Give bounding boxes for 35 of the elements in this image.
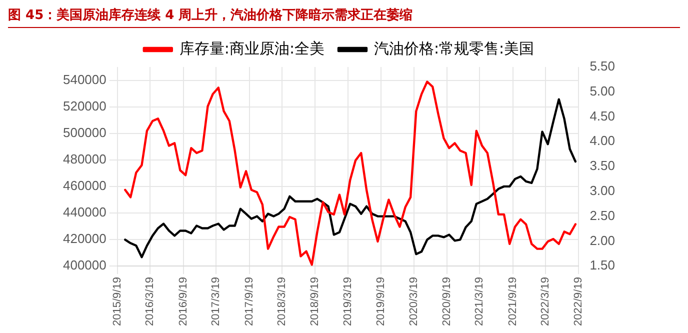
x-tick-label: 2016/3/19 bbox=[144, 277, 156, 326]
x-tick-label: 2021/9/19 bbox=[506, 277, 519, 326]
y-tick-label: 440000 bbox=[62, 204, 106, 220]
y2-tick-label: 5.50 bbox=[590, 58, 616, 74]
y-tick-label: 500000 bbox=[62, 124, 106, 140]
x-tick-label: 2018/3/19 bbox=[276, 277, 288, 326]
y-tick-label: 540000 bbox=[62, 72, 106, 87]
y2-tick-label: 4.00 bbox=[590, 133, 616, 148]
chart-title: 图 45：美国原油库存连续 4 周上升，汽油价格下降暗示需求正在萎缩 bbox=[8, 6, 680, 28]
x-tick-label: 2019/3/19 bbox=[342, 277, 354, 326]
y2-tick-label: 4.50 bbox=[590, 108, 616, 124]
y2-tick-label: 2.00 bbox=[590, 232, 616, 248]
y2-tick-label: 2.50 bbox=[590, 208, 616, 223]
x-tick-label: 2019/9/19 bbox=[374, 277, 387, 326]
y-tick-label: 460000 bbox=[62, 178, 106, 194]
x-tick-label: 2021/3/19 bbox=[474, 277, 486, 326]
x-tick-label: 2016/9/19 bbox=[177, 277, 190, 326]
y2-tick-label: 5.00 bbox=[590, 83, 616, 98]
x-tick-label: 2022/3/19 bbox=[540, 277, 552, 326]
y2-tick-label: 3.00 bbox=[590, 182, 616, 198]
x-tick-label: 2020/3/19 bbox=[408, 277, 420, 326]
legend-label: 汽油价格:常规零售:美国 bbox=[374, 39, 534, 58]
x-tick-label: 2018/9/19 bbox=[309, 277, 322, 326]
y2-tick-label: 3.50 bbox=[590, 158, 616, 174]
y-tick-label: 480000 bbox=[62, 151, 106, 166]
x-tick-label: 2015/9/19 bbox=[111, 277, 124, 326]
x-tick-label: 2022/9/19 bbox=[572, 277, 585, 326]
legend-label: 库存量:商业原油:全美 bbox=[179, 39, 324, 58]
x-tick-label: 2017/9/19 bbox=[243, 277, 256, 326]
x-tick-label: 2017/3/19 bbox=[210, 277, 222, 326]
y2-tick-label: 1.50 bbox=[590, 258, 616, 273]
x-tick-label: 2020/9/19 bbox=[441, 277, 454, 326]
y-tick-label: 420000 bbox=[62, 231, 106, 246]
y-tick-label: 400000 bbox=[62, 258, 106, 273]
y-tick-label: 520000 bbox=[62, 98, 106, 114]
